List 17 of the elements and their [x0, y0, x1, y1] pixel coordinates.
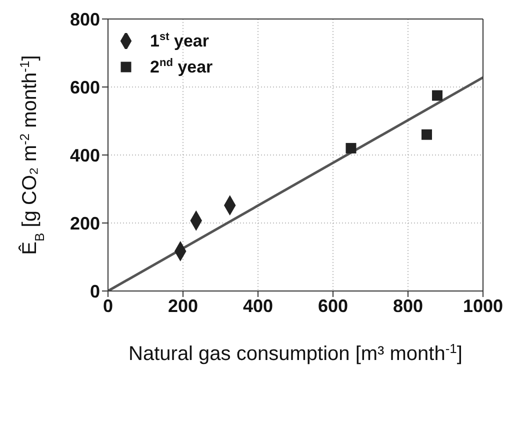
- y-tick-label: 200: [70, 213, 100, 234]
- x-tick-label: 800: [392, 296, 424, 316]
- y-tick-label: 600: [70, 77, 100, 98]
- x-tick-label: 200: [168, 296, 198, 316]
- legend-label: 1$^{st}$ year: [150, 30, 209, 50]
- y-tick-label: 0: [90, 281, 100, 302]
- legend-label: 2$^{nd}$ year: [150, 56, 213, 76]
- point: [422, 129, 432, 140]
- x-tick-label: 0: [102, 296, 114, 316]
- x-tick-label: 400: [242, 296, 274, 316]
- y-tick-label: 400: [70, 145, 100, 166]
- x-tick-label: 1000: [462, 296, 504, 316]
- point: [432, 90, 442, 101]
- point: [346, 142, 356, 154]
- x-tick-label: 600: [318, 296, 348, 316]
- y-tick-label: 800: [70, 9, 100, 30]
- x-axis-title: Natural gas consumption [m³ month$^{-1}$]: [128, 340, 462, 365]
